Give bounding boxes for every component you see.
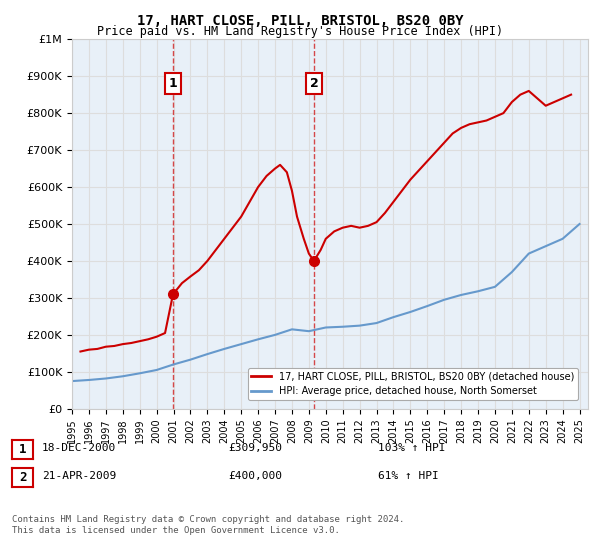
Text: Price paid vs. HM Land Registry's House Price Index (HPI): Price paid vs. HM Land Registry's House … [97, 25, 503, 38]
Text: 1: 1 [169, 77, 178, 90]
Text: 17, HART CLOSE, PILL, BRISTOL, BS20 0BY: 17, HART CLOSE, PILL, BRISTOL, BS20 0BY [137, 14, 463, 28]
Text: 21-APR-2009: 21-APR-2009 [42, 471, 116, 481]
Text: Contains HM Land Registry data © Crown copyright and database right 2024.
This d: Contains HM Land Registry data © Crown c… [12, 515, 404, 535]
Text: 1: 1 [19, 443, 26, 456]
Text: 2: 2 [19, 471, 26, 484]
Text: 2: 2 [310, 77, 319, 90]
Text: £400,000: £400,000 [228, 471, 282, 481]
Text: £309,950: £309,950 [228, 443, 282, 453]
Text: 103% ↑ HPI: 103% ↑ HPI [378, 443, 445, 453]
Legend: 17, HART CLOSE, PILL, BRISTOL, BS20 0BY (detached house), HPI: Average price, de: 17, HART CLOSE, PILL, BRISTOL, BS20 0BY … [248, 367, 578, 400]
Text: 18-DEC-2000: 18-DEC-2000 [42, 443, 116, 453]
Text: 61% ↑ HPI: 61% ↑ HPI [378, 471, 439, 481]
